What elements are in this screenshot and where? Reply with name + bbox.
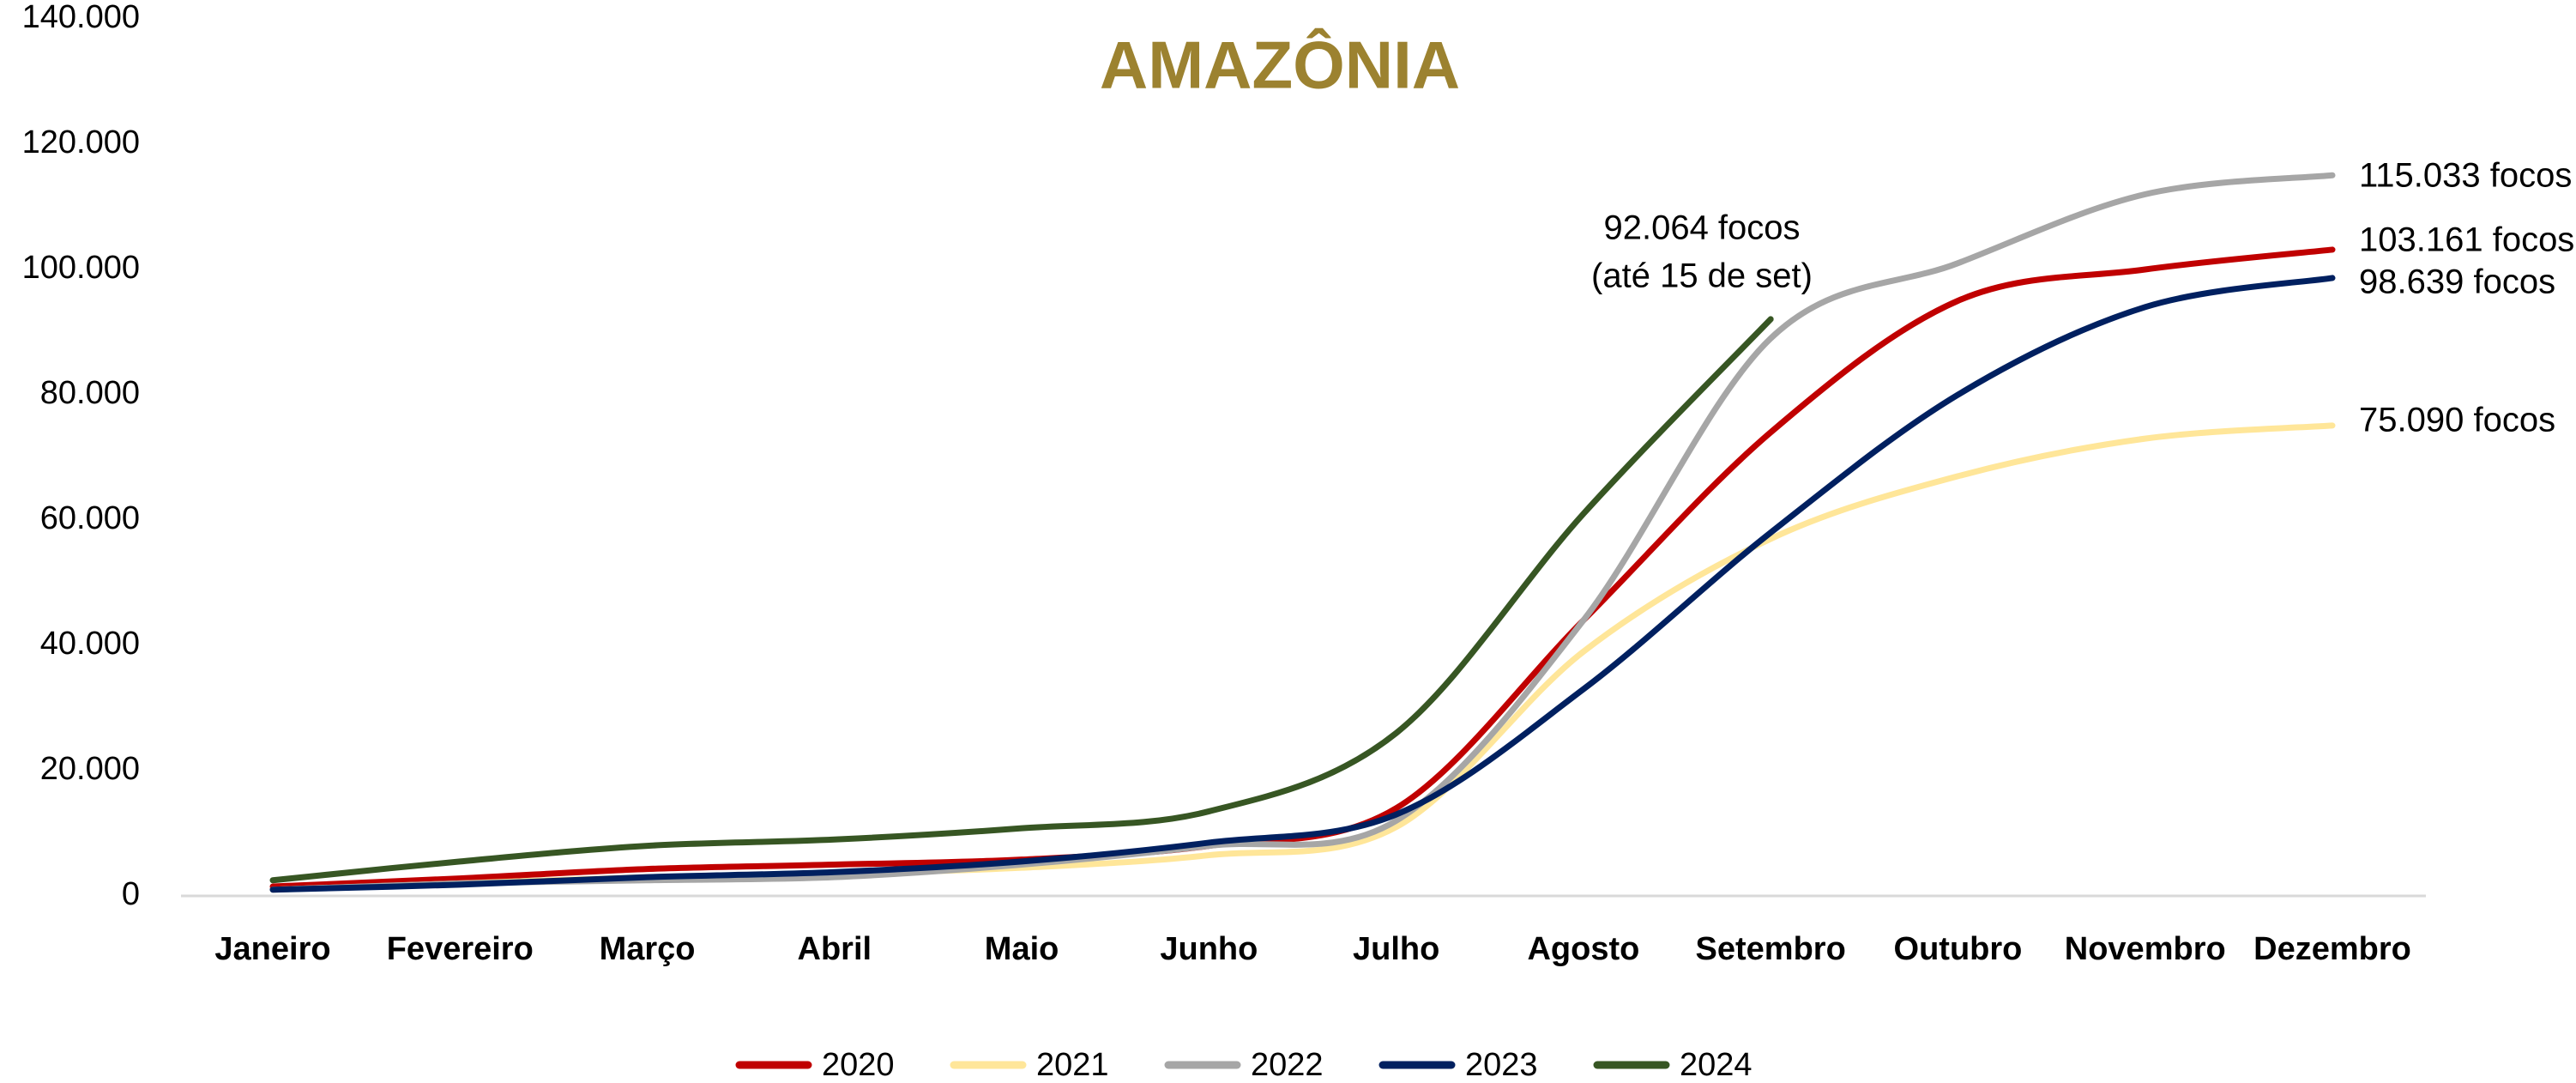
legend-label: 2023 — [1465, 1047, 1538, 1083]
series-line — [269, 422, 2336, 893]
x-tick-label: Setembro — [1696, 931, 1846, 967]
y-tick-label: 0 — [122, 876, 140, 912]
x-tick-label: Junho — [1160, 931, 1258, 967]
annotation: 75.090 focos — [2359, 402, 2555, 439]
x-tick-label: Outubro — [1894, 931, 2023, 967]
y-tick-label: 60.000 — [40, 500, 140, 536]
annotation: 103.161 focos — [2359, 221, 2574, 259]
annotation: 98.639 focos — [2359, 263, 2555, 301]
legend-label: 2020 — [822, 1047, 895, 1083]
y-tick-label: 140.000 — [22, 0, 140, 35]
legend-label: 2024 — [1680, 1047, 1753, 1083]
x-tick-label: Fevereiro — [387, 931, 534, 967]
y-tick-label: 120.000 — [22, 124, 140, 160]
x-tick-label: Agosto — [1527, 931, 1639, 967]
legend-label: 2021 — [1036, 1047, 1109, 1083]
series-line — [269, 275, 2336, 893]
x-tick-label: Março — [600, 931, 696, 967]
y-tick-label: 100.000 — [22, 250, 140, 286]
annotation: 92.064 focos — [1603, 209, 1800, 247]
series-line — [269, 246, 2336, 890]
x-tick-label: Dezembro — [2253, 931, 2411, 967]
chart-title: AMAZÔNIA — [1100, 27, 1460, 103]
annotation: (até 15 de set) — [1591, 257, 1813, 295]
x-tick-label: Janeiro — [214, 931, 330, 967]
series-line — [269, 316, 1774, 884]
x-tick-label: Abril — [798, 931, 872, 967]
y-tick-label: 80.000 — [40, 375, 140, 411]
x-tick-label: Julho — [1353, 931, 1439, 967]
legend-label: 2022 — [1251, 1047, 1324, 1083]
x-tick-label: Maio — [985, 931, 1059, 967]
annotation: 115.033 focos — [2359, 157, 2572, 195]
series-line — [269, 172, 2336, 893]
x-tick-label: Novembro — [2065, 931, 2226, 967]
y-tick-label: 20.000 — [40, 751, 140, 787]
y-tick-label: 40.000 — [40, 626, 140, 662]
